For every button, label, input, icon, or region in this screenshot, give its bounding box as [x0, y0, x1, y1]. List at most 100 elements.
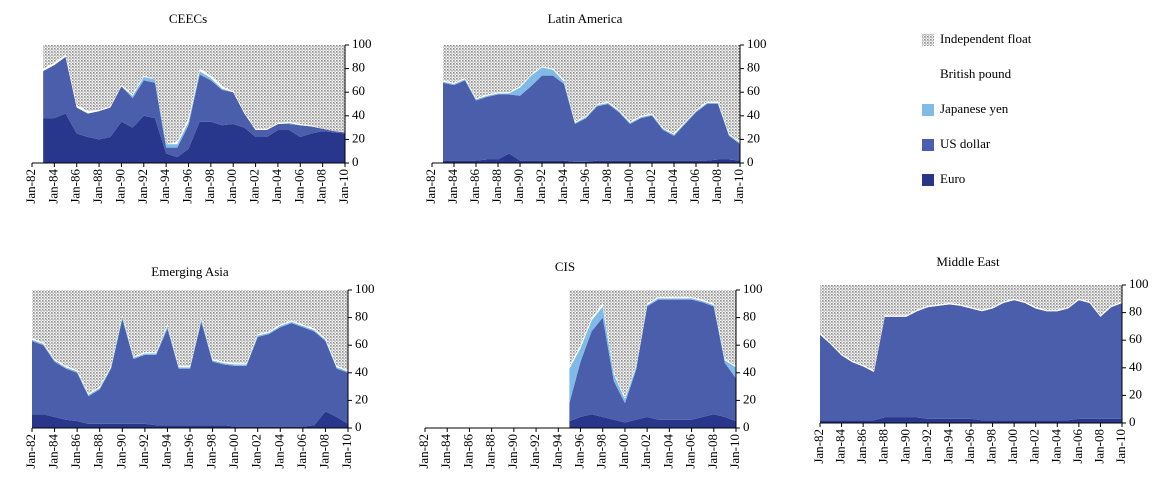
x-tick-label: Jan-88: [90, 169, 105, 204]
y-tick-label: 20: [743, 391, 756, 406]
x-tick-label: Jan-08: [316, 434, 331, 469]
area-independent-float: [443, 45, 740, 142]
x-tick-label: Jan-96: [571, 434, 586, 469]
x-tick-label: Jan-08: [1091, 429, 1106, 464]
y-tick-label: 100: [1129, 276, 1149, 291]
x-tick-label: Jan-98: [984, 429, 999, 464]
area-us-dollar: [32, 318, 348, 427]
x-tick-label: Jan-04: [269, 169, 284, 204]
y-tick-label: 40: [352, 107, 365, 122]
x-tick-label: Jan-06: [294, 434, 309, 469]
chart-title: Latin America: [548, 11, 623, 26]
x-tick-label: Jan-00: [226, 434, 241, 469]
x-tick-label: Jan-90: [112, 169, 127, 204]
area-independent-float: [43, 45, 346, 145]
legend-label: US dollar: [940, 136, 991, 151]
y-tick-label: 80: [747, 60, 760, 75]
x-tick-label: Jan-96: [181, 434, 196, 469]
x-tick-label: Jan-90: [511, 169, 526, 204]
x-tick-label: Jan-06: [687, 169, 702, 204]
x-tick-label: Jan-02: [247, 169, 262, 204]
legend-swatch: [922, 104, 934, 116]
y-tick-label: 80: [743, 309, 756, 324]
x-tick-label: Jan-82: [416, 434, 431, 469]
y-tick-label: 0: [747, 154, 754, 169]
x-tick-label: Jan-86: [68, 169, 83, 204]
x-tick-label: Jan-04: [1048, 429, 1063, 464]
x-tick-label: Jan-88: [91, 434, 106, 469]
legend-swatch: [922, 174, 934, 186]
y-tick-label: 100: [355, 281, 375, 296]
y-tick-label: 80: [355, 309, 368, 324]
x-tick-label: Jan-84: [833, 429, 848, 464]
chart-title: Middle East: [936, 254, 1000, 269]
area-euro: [43, 113, 346, 163]
x-tick-label: Jan-94: [555, 169, 570, 204]
x-tick-label: Jan-96: [577, 169, 592, 204]
legend-swatch: [922, 69, 934, 81]
legend-label: Independent float: [940, 31, 1032, 46]
area-us-dollar: [43, 56, 346, 158]
y-tick-label: 100: [747, 36, 767, 51]
x-tick-label: Jan-04: [660, 434, 675, 469]
x-tick-label: Jan-06: [291, 169, 306, 204]
y-tick-label: 60: [1129, 331, 1142, 346]
x-tick-label: Jan-06: [683, 434, 698, 469]
x-tick-label: Jan-88: [483, 434, 498, 469]
y-tick-label: 0: [355, 419, 362, 434]
x-tick-label: Jan-02: [1027, 429, 1042, 464]
legend-swatch: [922, 34, 934, 46]
x-tick-label: Jan-02: [638, 434, 653, 469]
x-tick-label: Jan-02: [643, 169, 658, 204]
x-tick-label: Jan-96: [962, 429, 977, 464]
x-tick-label: Jan-00: [224, 169, 239, 204]
y-tick-label: 0: [743, 419, 750, 434]
x-tick-label: Jan-06: [1070, 429, 1085, 464]
x-tick-label: Jan-92: [527, 434, 542, 469]
x-tick-label: Jan-10: [1113, 429, 1128, 464]
x-tick-label: Jan-98: [599, 169, 614, 204]
y-tick-label: 80: [352, 60, 365, 75]
x-tick-label: Jan-90: [113, 434, 128, 469]
x-tick-label: Jan-10: [727, 434, 742, 469]
area-us-dollar: [443, 75, 740, 162]
y-tick-label: 20: [352, 130, 365, 145]
x-tick-label: Jan-02: [249, 434, 264, 469]
y-tick-label: 40: [743, 364, 756, 379]
x-tick-label: Jan-96: [179, 169, 194, 204]
x-tick-label: Jan-00: [616, 434, 631, 469]
y-tick-label: 0: [1129, 414, 1136, 429]
x-tick-label: Jan-88: [489, 169, 504, 204]
x-tick-label: Jan-88: [876, 429, 891, 464]
x-tick-label: Jan-92: [919, 429, 934, 464]
x-tick-label: Jan-10: [339, 434, 354, 469]
x-tick-label: Jan-08: [709, 169, 724, 204]
x-tick-label: Jan-92: [533, 169, 548, 204]
x-tick-label: Jan-90: [505, 434, 520, 469]
area-independent-float: [820, 285, 1122, 371]
y-tick-label: 0: [352, 154, 359, 169]
x-tick-label: Jan-82: [811, 429, 826, 464]
x-tick-label: Jan-94: [940, 429, 955, 464]
y-tick-label: 20: [1129, 386, 1142, 401]
x-tick-label: Jan-90: [897, 429, 912, 464]
x-tick-label: Jan-86: [467, 169, 482, 204]
legend-label: Euro: [940, 171, 965, 186]
x-tick-label: Jan-98: [204, 434, 219, 469]
legend-swatch: [922, 139, 934, 151]
x-tick-label: Jan-92: [135, 169, 150, 204]
x-tick-label: Jan-86: [460, 434, 475, 469]
x-tick-label: Jan-10: [731, 169, 746, 204]
area-us-dollar: [820, 300, 1122, 421]
x-tick-label: Jan-08: [314, 169, 329, 204]
area-independent-float: [569, 290, 736, 398]
x-tick-label: Jan-08: [705, 434, 720, 469]
y-tick-label: 100: [743, 281, 763, 296]
x-tick-label: Jan-94: [157, 169, 172, 204]
chart-title: CIS: [555, 259, 575, 274]
x-tick-label: Jan-82: [23, 169, 38, 204]
x-tick-label: Jan-86: [68, 434, 83, 469]
legend-label: British pound: [940, 66, 1012, 81]
x-tick-label: Jan-00: [1005, 429, 1020, 464]
x-tick-label: Jan-94: [549, 434, 564, 469]
